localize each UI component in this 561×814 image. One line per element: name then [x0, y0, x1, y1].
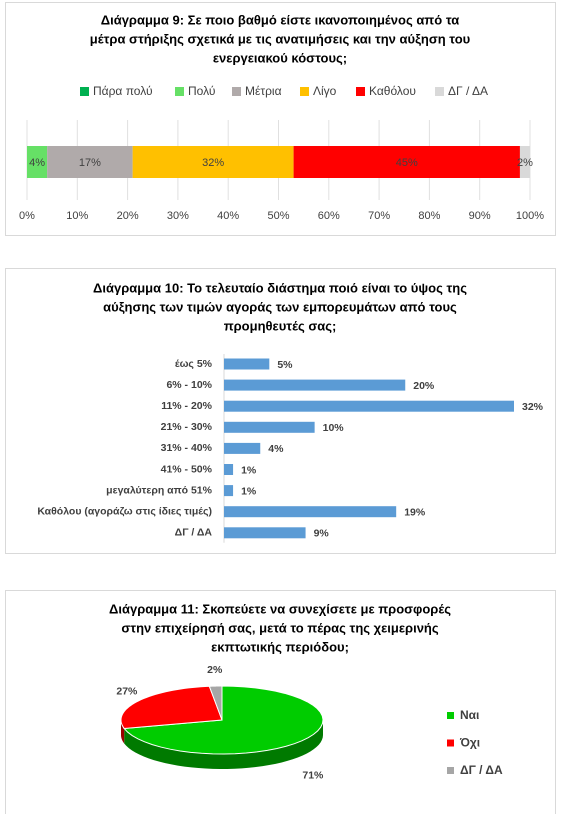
bar — [224, 400, 514, 412]
value-label: 4% — [268, 443, 284, 455]
value-label: 17% — [79, 157, 101, 169]
legend-label: Πολύ — [188, 84, 215, 98]
chart-title: Διάγραμμα 11: Σκοπεύετε να συνεχίσετε με… — [109, 601, 451, 616]
legend-label: ΔΓ / ΔΑ — [448, 84, 488, 98]
bar-segment — [132, 146, 294, 178]
value-label: 32% — [202, 157, 224, 169]
bar-segment — [27, 146, 48, 178]
legend-swatch — [435, 87, 444, 96]
slice — [208, 685, 223, 721]
x-tick-label: 10% — [66, 210, 88, 222]
chart-title: ενεργειακού κόστους; — [213, 50, 347, 65]
value-label: 2% — [517, 157, 533, 169]
chart-title: προμηθευτές σας; — [224, 318, 337, 333]
bar — [224, 464, 234, 475]
chart-title: Διάγραμμα 9: Σε ποιο βαθμό είστε ικανοπο… — [101, 12, 460, 27]
category-label: μεγαλύτερη από 51% — [106, 484, 212, 496]
category-label: Καθόλου (αγοράζω στις ίδιες τιμές) — [37, 505, 212, 517]
legend-label: ΔΓ / ΔΑ — [460, 763, 503, 777]
legend-swatch — [447, 712, 454, 719]
bar-segment — [293, 146, 520, 178]
legend-swatch — [80, 87, 89, 96]
slice-side — [124, 720, 324, 769]
category-label: 31% - 40% — [161, 442, 213, 454]
x-tick-label: 100% — [516, 210, 544, 222]
value-label: 2% — [207, 664, 223, 676]
category-label: έως 5% — [175, 358, 213, 370]
x-tick-label: 60% — [318, 210, 340, 222]
bar — [224, 527, 306, 539]
chart-title: στην επιχείρησή σας, μετά το πέρας της χ… — [121, 620, 438, 635]
legend-swatch — [356, 87, 365, 96]
chart-title: μέτρα στήριξης σχετικά με τις ανατιμήσει… — [90, 31, 471, 46]
value-label: 10% — [323, 422, 345, 434]
bar — [224, 442, 261, 454]
legend-label: Πάρα πολύ — [93, 84, 153, 98]
x-tick-label: 20% — [117, 210, 139, 222]
legend-label: Μέτρια — [245, 84, 282, 98]
value-label: 71% — [302, 769, 324, 781]
value-label: 5% — [277, 359, 293, 371]
legend-label: Λίγο — [313, 84, 337, 98]
chart-title: εκπτωτικής περιόδου; — [211, 639, 349, 654]
bar-segment — [47, 146, 133, 178]
category-label: 41% - 50% — [161, 463, 213, 475]
category-label: ΔΓ / ΔΑ — [175, 527, 213, 539]
legend-swatch — [175, 87, 184, 96]
chart-title: αύξησης των τιμών αγοράς των εμπορευμάτω… — [103, 299, 457, 314]
legend-swatch — [447, 767, 454, 774]
bar — [224, 421, 315, 433]
value-label: 27% — [116, 686, 138, 698]
slice — [123, 685, 324, 755]
bar — [224, 485, 234, 497]
legend-label: Ναι — [460, 708, 479, 722]
legend-label: Καθόλου — [369, 84, 416, 98]
bar — [224, 506, 397, 518]
bar — [224, 379, 406, 391]
x-tick-label: 70% — [368, 210, 390, 222]
legend-label: Όχι — [459, 736, 480, 750]
legend-swatch — [300, 87, 309, 96]
value-label: 45% — [396, 157, 418, 169]
bar — [224, 358, 270, 370]
bar-segment — [519, 146, 530, 178]
x-tick-label: 40% — [217, 210, 239, 222]
value-label: 4% — [29, 157, 45, 169]
value-label: 19% — [404, 506, 426, 518]
slice — [120, 685, 223, 729]
value-label: 1% — [241, 464, 257, 476]
legend-swatch — [447, 739, 454, 747]
value-label: 9% — [314, 528, 330, 540]
x-tick-label: 80% — [418, 210, 440, 222]
chart-frame — [5, 2, 556, 236]
x-tick-label: 30% — [167, 210, 189, 222]
slice-side — [121, 720, 125, 744]
legend-swatch — [232, 87, 241, 96]
value-label: 1% — [241, 485, 257, 497]
value-label: 32% — [522, 401, 544, 413]
value-label: 20% — [413, 380, 435, 392]
category-label: 11% - 20% — [161, 400, 212, 412]
chart-title: Διάγραμμα 10: Το τελευταίο διάστημα ποιό… — [93, 280, 467, 295]
category-label: 6% - 10% — [166, 379, 212, 391]
category-label: 21% - 30% — [161, 421, 213, 433]
x-tick-label: 50% — [267, 210, 289, 222]
x-tick-label: 0% — [19, 210, 35, 222]
x-tick-label: 90% — [469, 210, 491, 222]
